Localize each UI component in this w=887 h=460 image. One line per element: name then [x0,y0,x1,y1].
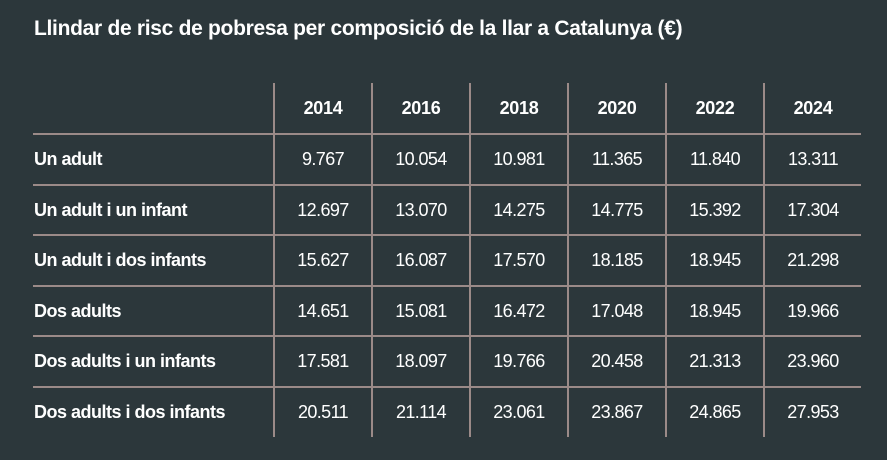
table-cell: 14.275 [493,200,545,220]
row-divider [33,335,861,337]
table-cell: 18.945 [689,250,741,270]
table-cell: 17.048 [591,301,643,321]
row-label: Dos adults i un infants [34,351,216,371]
table-cell: 27.953 [787,402,839,422]
poverty-threshold-table: 2014 2016 2018 2020 2022 2024 Un adult 9.767 10.… [33,83,861,437]
column-divider [469,83,471,437]
table-cell: 20.511 [297,402,349,422]
column-divider [763,83,765,437]
table-cell: 10.054 [395,149,447,169]
column-header-2018: 2018 [499,98,539,118]
table-cell: 19.966 [787,301,839,321]
table-cell: 14.651 [297,301,349,321]
row-label: Un adult i un infant [34,200,187,220]
table-cell: 17.570 [493,250,545,270]
table-cell: 11.365 [591,149,643,169]
page-title: Llindar de risc de pobresa per composici… [34,17,683,40]
column-header-2024: 2024 [793,98,833,118]
table-cell: 19.766 [493,351,545,371]
table-cell: 15.627 [297,250,349,270]
table-cell: 13.311 [787,149,839,169]
table-cell: 24.865 [689,402,741,422]
column-header-2020: 2020 [597,98,637,118]
column-divider [273,83,275,437]
row-divider [33,386,861,388]
table-cell: 9.767 [301,149,345,169]
table-cell: 17.304 [787,200,839,220]
column-divider [567,83,569,437]
column-divider [665,83,667,437]
table-cell: 21.114 [395,402,447,422]
column-header-2022: 2022 [695,98,735,118]
column-header-2014: 2014 [303,98,343,118]
table-cell: 18.097 [395,351,447,371]
column-divider [371,83,373,437]
table-cell: 20.458 [591,351,643,371]
table-cell: 13.070 [395,200,447,220]
table-cell: 21.298 [787,250,839,270]
table-cell: 16.087 [395,250,447,270]
table-cell: 23.960 [787,351,839,371]
table-cell: 12.697 [297,200,349,220]
table-cell: 15.392 [689,200,741,220]
row-label: Dos adults [34,301,122,321]
column-header-2016: 2016 [401,98,441,118]
row-divider [33,234,861,236]
table-cell: 14.775 [591,200,643,220]
table-cell: 17.581 [297,351,349,371]
row-label: Un adult i dos infants [34,250,207,270]
row-label: Dos adults i dos infants [34,402,226,422]
row-divider [33,133,861,135]
table-cell: 18.945 [689,301,741,321]
table-cell: 23.061 [493,402,545,422]
row-divider [33,184,861,186]
table-cell: 15.081 [395,301,447,321]
table-cell: 18.185 [591,250,643,270]
table-cell: 11.840 [689,149,741,169]
table-cell: 21.313 [689,351,741,371]
table-cell: 23.867 [591,402,643,422]
table-cell: 10.981 [493,149,545,169]
table-cell: 16.472 [493,301,545,321]
row-label: Un adult [34,149,103,169]
row-divider [33,285,861,287]
